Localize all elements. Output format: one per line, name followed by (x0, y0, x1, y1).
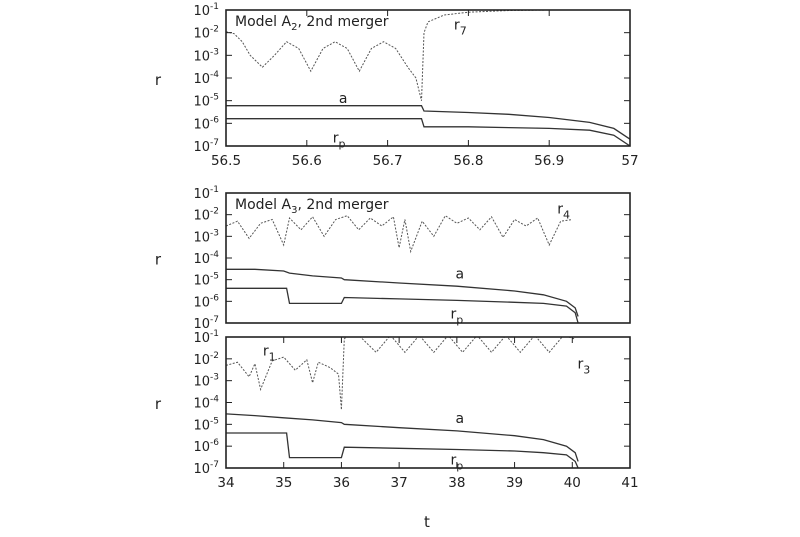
y-tick-label: 10-7 (193, 315, 219, 332)
y-tick-label: 10-3 (193, 373, 219, 390)
x-tick-label: 41 (621, 475, 638, 491)
y-tick-label: 10-1 (193, 329, 219, 346)
y-tick-label: 10-7 (193, 460, 219, 477)
y-tick-label: 10-4 (193, 250, 219, 267)
x-tick-label: 39 (506, 475, 523, 491)
series-line-r7 (226, 10, 630, 101)
panel-title: Model A3, 2nd merger (235, 197, 389, 216)
x-tick-label: 56.8 (453, 153, 483, 169)
x-tick-label: 56.7 (373, 153, 403, 169)
panel-3-series (226, 337, 579, 468)
y-tick-label: 10-2 (193, 351, 219, 368)
x-tick-label: 56.9 (534, 153, 564, 169)
y-tick-label: 10-6 (193, 438, 219, 455)
y-tick-label: 10-3 (193, 47, 219, 64)
series-label-r3: r3 (577, 357, 590, 377)
series-line-rp (226, 118, 630, 146)
series-label-rp: rp (450, 453, 463, 473)
series-label-r7: r7 (454, 17, 467, 37)
y-tick-label: 10-3 (193, 228, 219, 245)
y-tick-label: 10-7 (193, 138, 219, 155)
y-tick-label: 10-6 (193, 115, 219, 132)
x-tick-label: 38 (448, 475, 465, 491)
series-label-rp: rp (450, 307, 463, 327)
y-tick-label: 10-4 (193, 70, 219, 87)
panel-2: 10-1 10-2 10-3 10-4 10-5 10-6 10-7 r Model A3, 2… (155, 185, 631, 332)
series-line-r4 (226, 214, 573, 254)
y-axis-label: r (155, 251, 162, 269)
panel-1: 10-1 10-2 10-3 10-4 10-5 10-6 10-756.5 56.6 56.7… (155, 2, 639, 169)
x-tick-label: 56.5 (211, 153, 241, 169)
panel-3: 10-1 10-2 10-3 10-4 10-5 10-6 10-734 35 36 37 38 39… (155, 329, 639, 491)
x-tick-label: 37 (391, 475, 408, 491)
panel-2-series (226, 214, 579, 323)
y-tick-label: 10-4 (193, 395, 219, 412)
x-tick-label: 40 (564, 475, 581, 491)
y-tick-label: 10-6 (193, 293, 219, 310)
series-line-a (226, 105, 630, 140)
x-axis-label: t (424, 513, 430, 531)
series-line-r1 (226, 356, 342, 410)
series-label-a: a (455, 411, 464, 427)
x-tick-label: 57 (621, 153, 638, 169)
y-tick-label: 10-2 (193, 207, 219, 224)
x-tick-label: 34 (217, 475, 234, 491)
series-label-r1: r1 (263, 344, 276, 364)
panel-title: Model A2, 2nd merger (235, 14, 389, 33)
series-label-a: a (339, 91, 348, 107)
series-line-a (226, 413, 579, 462)
x-tick-label: 35 (275, 475, 292, 491)
series-line-rp (226, 287, 579, 323)
y-tick-label: 10-1 (193, 2, 219, 19)
series-label-rp: rp (333, 131, 346, 151)
series-label-a: a (455, 267, 464, 283)
y-tick-label: 10-1 (193, 185, 219, 202)
x-tick-label: 56.6 (292, 153, 322, 169)
series-line-rp (226, 432, 579, 468)
series-label-r4: r4 (557, 202, 570, 222)
y-axis-label: r (155, 71, 162, 89)
plot-frame (225, 9, 631, 147)
y-tick-label: 10-5 (193, 272, 219, 289)
y-axis-label: r (155, 395, 162, 413)
series-line-r3 (340, 337, 576, 410)
x-tick-label: 36 (333, 475, 350, 491)
y-tick-label: 10-2 (193, 25, 219, 42)
y-tick-label: 10-5 (193, 416, 219, 433)
series-line-a (226, 268, 579, 317)
panel-1-series (226, 10, 630, 146)
y-tick-label: 10-5 (193, 93, 219, 110)
